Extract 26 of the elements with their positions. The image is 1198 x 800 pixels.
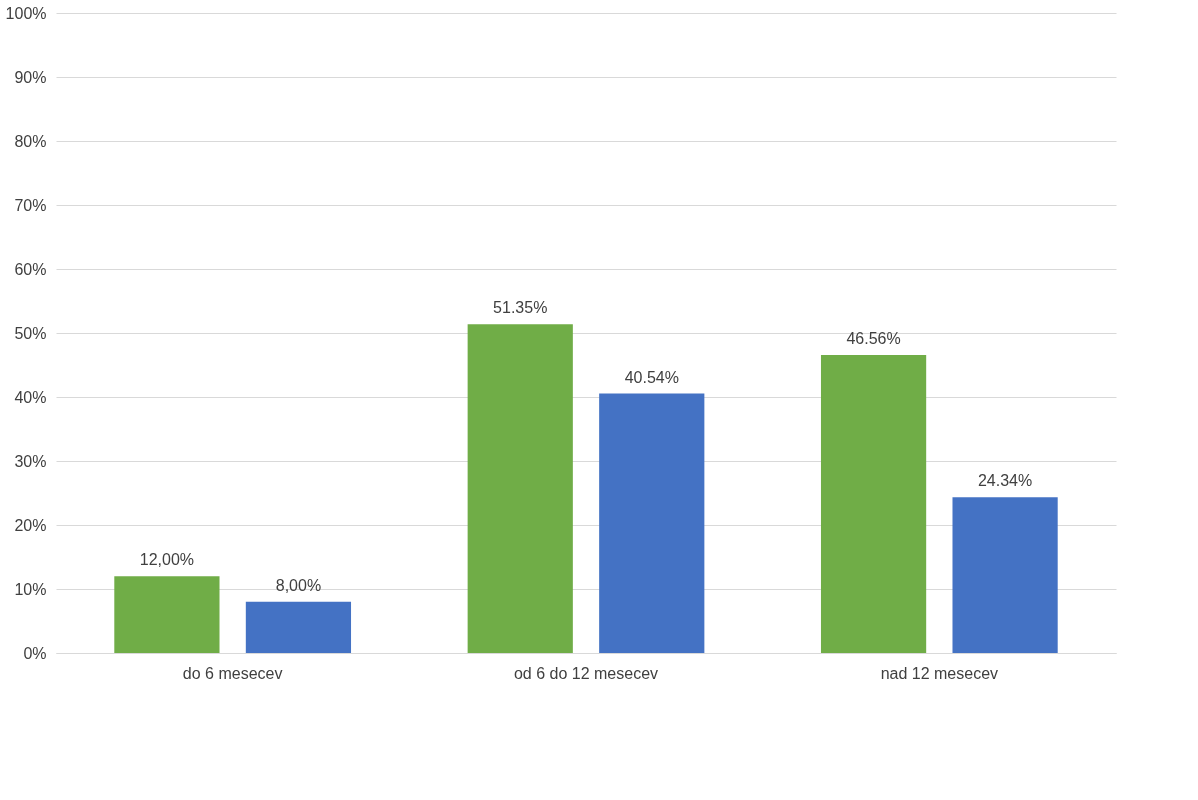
y-tick-label: 70% bbox=[14, 196, 47, 214]
y-tick-label: 20% bbox=[14, 516, 47, 534]
y-tick-label: 60% bbox=[14, 260, 47, 278]
x-tick-label: do 6 mesecev bbox=[182, 664, 283, 682]
data-label: 8,00% bbox=[275, 576, 322, 594]
bar bbox=[245, 601, 352, 653]
data-label: 24.34% bbox=[977, 472, 1033, 490]
y-tick-label: 100% bbox=[5, 4, 47, 22]
bar bbox=[952, 497, 1058, 653]
bar bbox=[114, 576, 220, 653]
x-tick-label: od 6 do 12 mesecev bbox=[513, 664, 659, 682]
y-tick-label: 50% bbox=[14, 324, 47, 342]
data-label: 40.54% bbox=[624, 368, 679, 386]
data-label: 51.35% bbox=[493, 299, 548, 317]
y-tick-label: 10% bbox=[14, 580, 47, 598]
y-tick-label: 90% bbox=[14, 68, 47, 86]
y-tick-label: 40% bbox=[14, 388, 47, 406]
bar bbox=[820, 355, 927, 653]
y-tick-label: 30% bbox=[14, 452, 47, 470]
x-tick-label: nad 12 mesecev bbox=[880, 664, 999, 682]
bar bbox=[467, 324, 573, 653]
y-tick-label: 80% bbox=[14, 132, 47, 150]
bar bbox=[599, 393, 705, 653]
y-tick-label: 0% bbox=[23, 644, 47, 662]
data-label: 46.56% bbox=[846, 330, 901, 348]
data-label: 12,00% bbox=[139, 551, 195, 569]
